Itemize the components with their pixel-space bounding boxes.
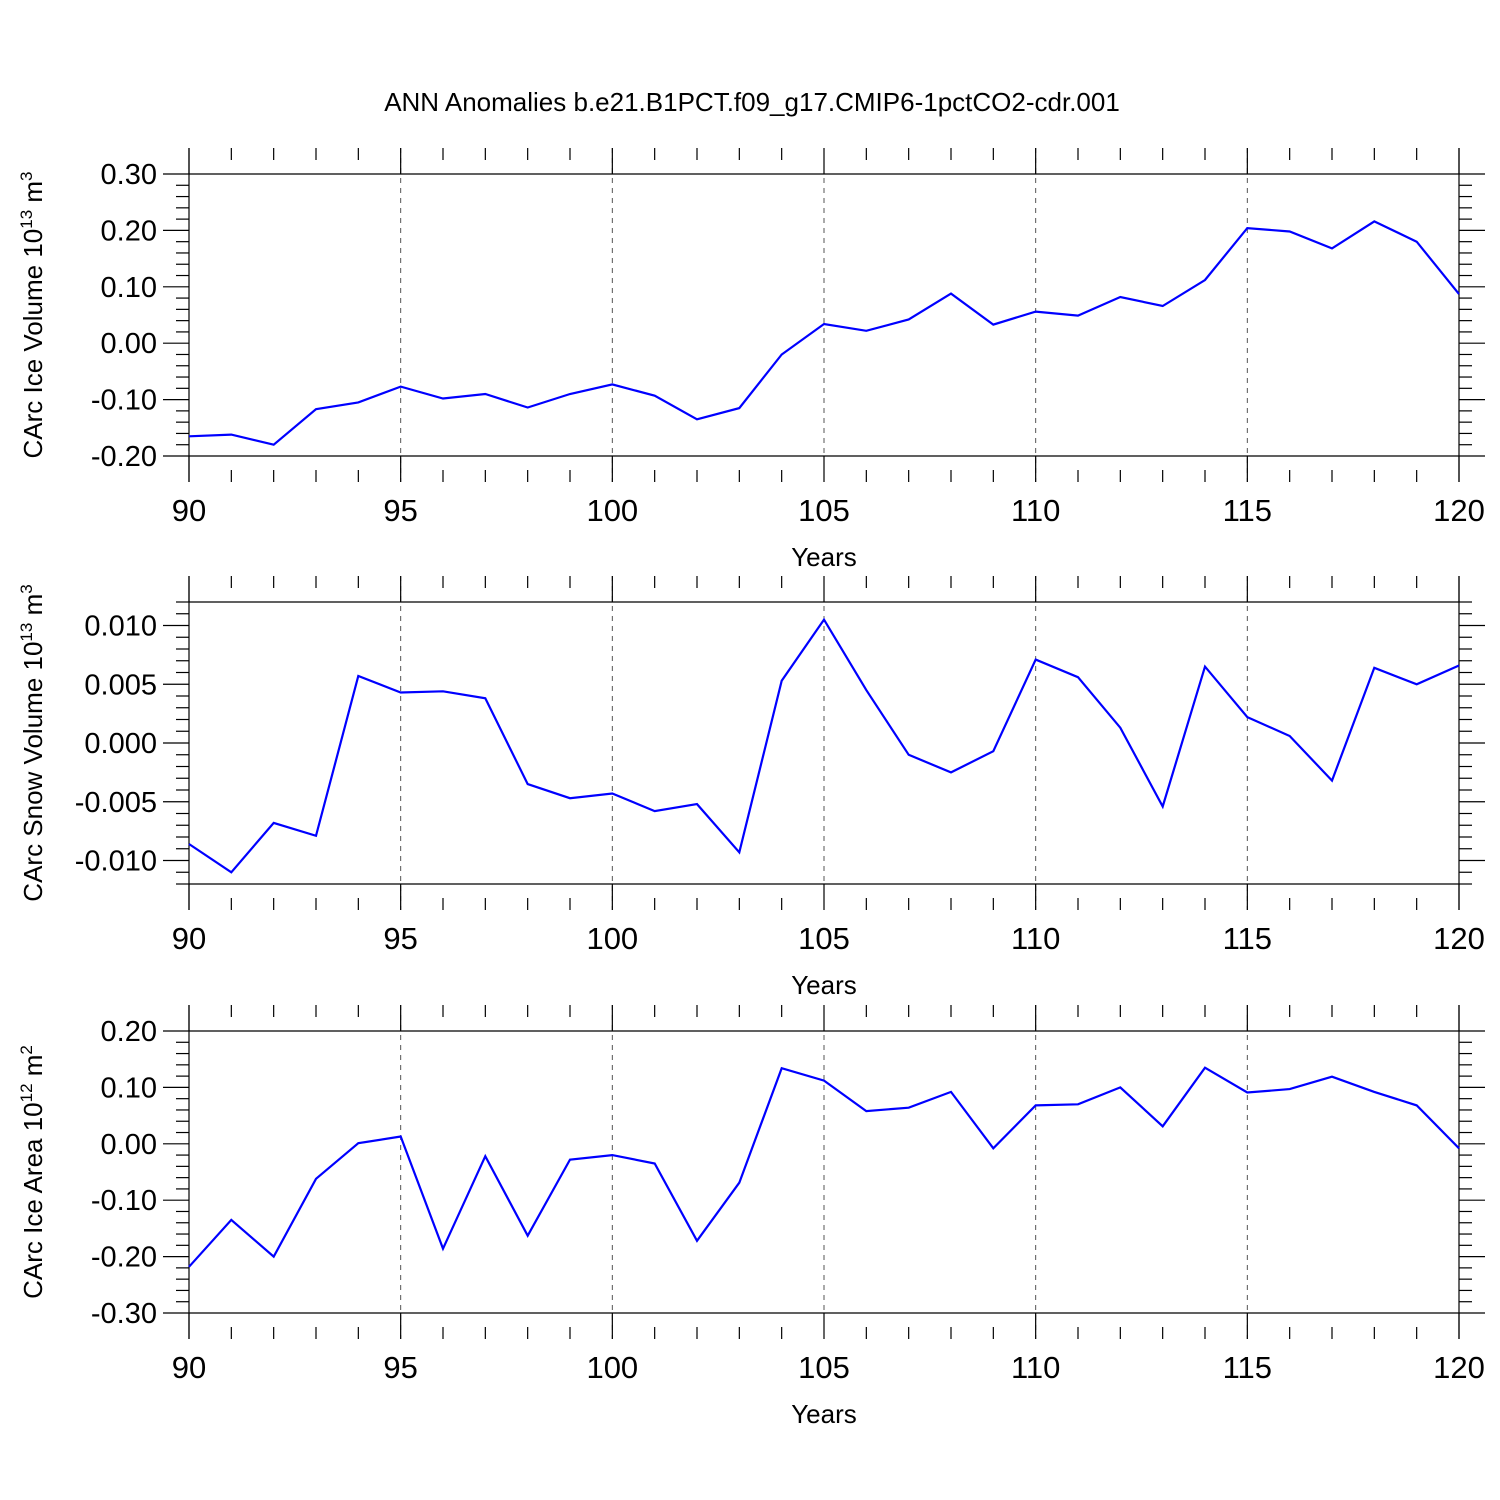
- y-tick-label: 0.000: [84, 728, 157, 760]
- series-line: [188, 220, 1460, 446]
- chart-title: ANN Anomalies b.e21.B1PCT.f09_g17.CMIP6-…: [384, 87, 1120, 117]
- x-tick-label: 120: [1433, 1350, 1485, 1385]
- x-tick-label: 95: [383, 921, 417, 956]
- x-axis-label: Years: [791, 1399, 857, 1429]
- x-tick-label: 110: [1011, 1350, 1060, 1385]
- y-axis-label: CArc Snow Volume 1013 m3: [17, 584, 48, 901]
- y-tick-label: 0.10: [101, 1072, 157, 1104]
- x-axis-label: Years: [791, 542, 857, 572]
- x-tick-label: 100: [586, 921, 638, 956]
- x-tick-label: 110: [1011, 493, 1060, 528]
- y-tick-label: 0.010: [84, 611, 157, 643]
- y-axis-label: CArc Ice Volume 1013 m3: [17, 171, 48, 458]
- x-tick-label: 105: [798, 921, 850, 956]
- x-tick-label: 90: [172, 921, 206, 956]
- y-tick-label: 0.10: [101, 272, 157, 304]
- panel-ice-area: -0.30 -0.20 -0.10 0.00 0.10 0.20 90 95 100 105 110…: [17, 1005, 1485, 1429]
- x-tick-label: 90: [172, 1350, 206, 1385]
- x-tick-label: 100: [586, 493, 638, 528]
- x-axis-label: Years: [791, 970, 857, 1000]
- panel-ice-volume: -0.20 -0.10 0.00 0.10 0.20 0.30 90 95 100 105 110 1…: [17, 148, 1485, 572]
- x-tick-label: 95: [383, 493, 417, 528]
- series-line: [188, 1066, 1460, 1268]
- y-tick-label: -0.010: [75, 846, 157, 878]
- y-tick-label: 0.00: [101, 1129, 157, 1161]
- y-tick-label: -0.20: [91, 1242, 157, 1274]
- y-tick-label: 0.00: [101, 328, 157, 360]
- y-tick-label: -0.10: [91, 385, 157, 417]
- x-tick-label: 115: [1223, 493, 1272, 528]
- x-tick-label: 120: [1433, 921, 1485, 956]
- y-tick-label: -0.20: [91, 441, 157, 473]
- x-tick-label: 100: [586, 1350, 638, 1385]
- y-axis-label: CArc Ice Area 1012 m2: [17, 1045, 48, 1299]
- x-tick-label: 115: [1223, 1350, 1272, 1385]
- x-tick-label: 105: [798, 493, 850, 528]
- y-tick-label: 0.30: [101, 159, 157, 191]
- y-tick-label: -0.10: [91, 1185, 157, 1217]
- x-tick-label: 110: [1011, 921, 1060, 956]
- y-tick-label: -0.30: [91, 1298, 157, 1330]
- y-tick-label: 0.20: [101, 215, 157, 247]
- x-tick-label: 115: [1223, 921, 1272, 956]
- series-line: [188, 617, 1460, 874]
- x-tick-label: 105: [798, 1350, 850, 1385]
- x-tick-label: 95: [383, 1350, 417, 1385]
- y-tick-label: 0.005: [84, 669, 157, 701]
- panel-snow-volume: -0.010 -0.005 0.000 0.005 0.010 90 95 100 105 110…: [17, 576, 1485, 1000]
- x-tick-label: 90: [172, 493, 206, 528]
- y-tick-label: -0.005: [75, 787, 157, 819]
- x-tick-label: 120: [1433, 493, 1485, 528]
- y-tick-label: 0.20: [101, 1016, 157, 1048]
